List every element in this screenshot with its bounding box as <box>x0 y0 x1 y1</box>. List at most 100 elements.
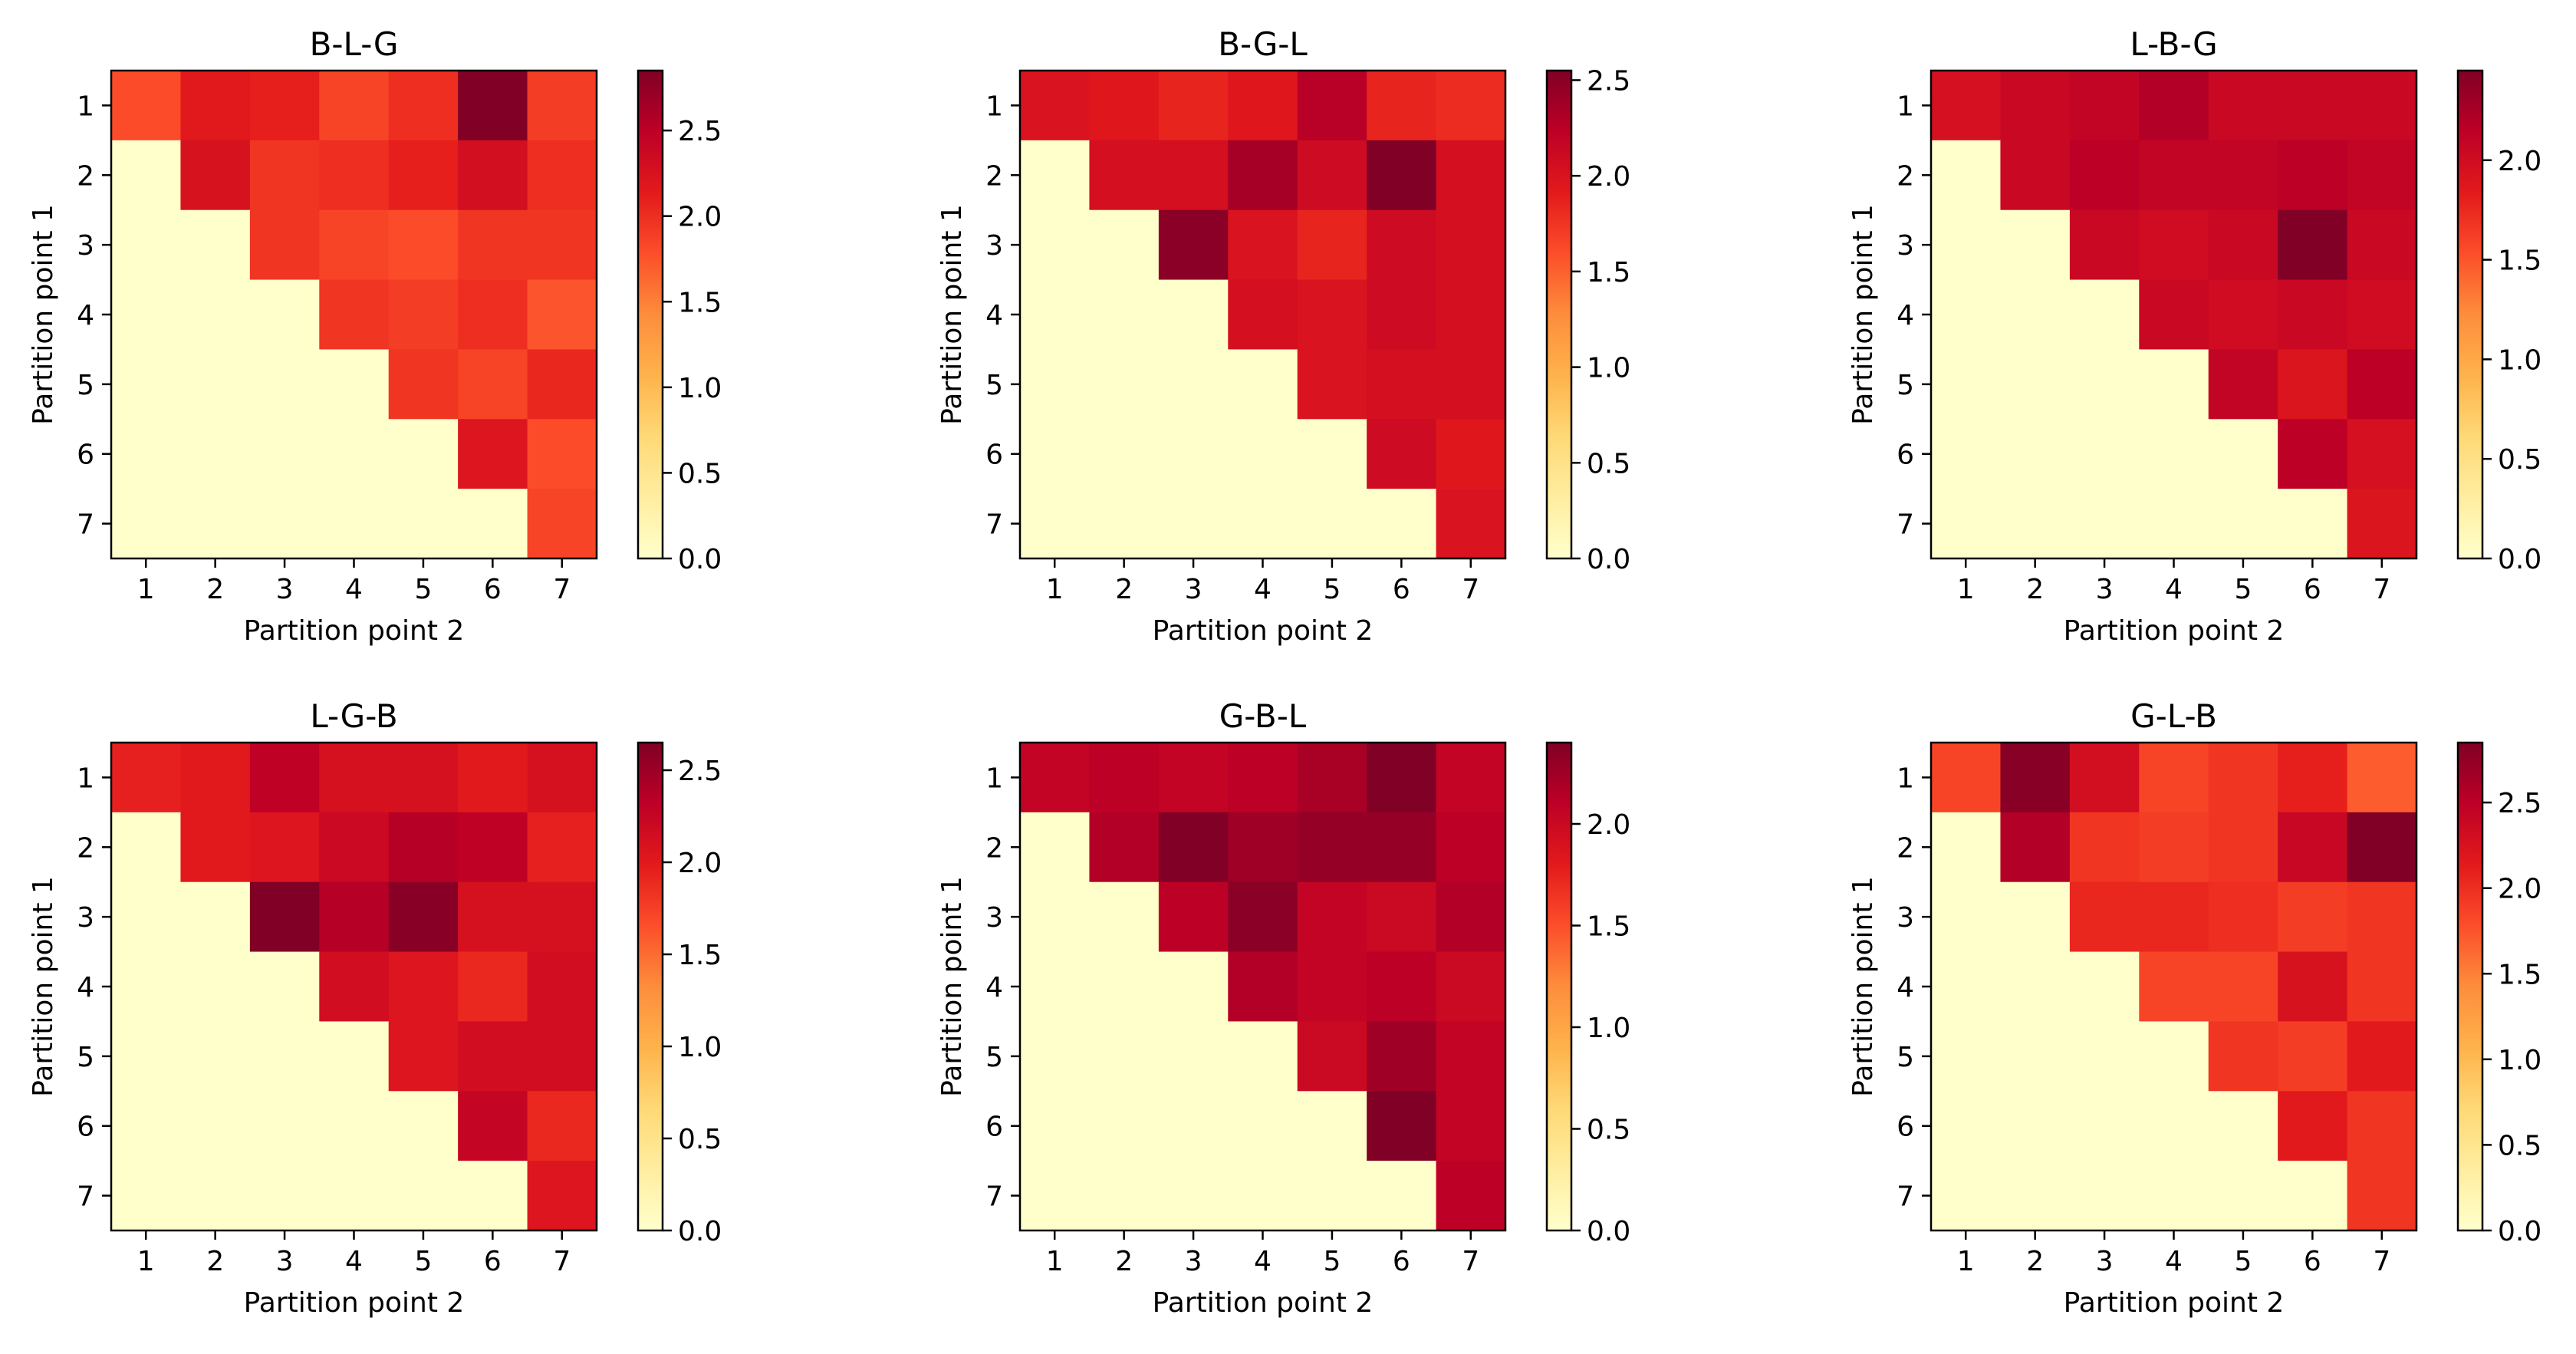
heatmap-cell-r3-c2 <box>2000 209 2071 281</box>
heatmap-cell-r6-c1 <box>1931 419 2002 489</box>
heatmap-cell-r6-c3 <box>249 1091 320 1161</box>
x-tick-label: 6 <box>2304 574 2321 605</box>
x-tick-label: 4 <box>345 1246 363 1277</box>
heatmap-cell-r6-c3 <box>1158 419 1229 489</box>
heatmap-cell-r3-c2 <box>1089 881 1160 953</box>
heatmap-cell-r5-c3 <box>2069 1021 2140 1092</box>
heatmap-cell-r1-c5 <box>2208 71 2278 141</box>
heatmap-cell-r7-c4 <box>1228 489 1298 559</box>
y-tick-label: 1 <box>985 91 1003 122</box>
heatmap-cell-r7-c1 <box>1020 1161 1091 1231</box>
heatmap-cell-r5-c6 <box>1367 349 1437 420</box>
colorbar-gradient <box>2458 71 2482 558</box>
heatmap-cell-r7-c3 <box>2069 489 2140 559</box>
x-tick-label: 1 <box>137 1246 155 1277</box>
x-axis-label: Partition point 2 <box>2064 1287 2285 1319</box>
heatmap-cell-r5-c1 <box>1020 349 1091 420</box>
x-tick-label: 4 <box>2165 1246 2183 1277</box>
heatmap-cell-r6-c1 <box>111 419 182 489</box>
heatmap-cell-r7-c6 <box>1367 1161 1437 1231</box>
heatmap-cell-r6-c2 <box>2000 1091 2071 1161</box>
colorbar-tick-label: 0.0 <box>2498 1216 2541 1247</box>
heatmap-cell-r3-c7 <box>527 209 597 281</box>
x-tick-label: 7 <box>2373 1246 2390 1277</box>
heatmap-cell-r3-c4 <box>2139 881 2209 953</box>
x-tick-label: 1 <box>1957 574 1975 605</box>
heatmap-cell-r6-c6 <box>1367 419 1437 489</box>
heatmap-cell-r2-c1 <box>111 812 182 883</box>
x-tick-label: 5 <box>414 574 432 605</box>
colorbar-tick-label: 2.0 <box>678 202 722 233</box>
heatmap-cell-r7-c2 <box>1089 1161 1160 1231</box>
x-tick-label: 3 <box>276 574 294 605</box>
heatmap-cell-r7-c6 <box>458 1161 528 1231</box>
heatmap-cell-r3-c6 <box>458 881 528 953</box>
heatmap-cell-r1-c5 <box>1297 743 1367 813</box>
heatmap-cell-r5-c4 <box>2139 349 2209 420</box>
heatmap-cell-r6-c3 <box>2069 419 2140 489</box>
heatmap-cell-r4-c6 <box>2278 951 2348 1023</box>
heatmap-cell-r4-c2 <box>2000 279 2071 351</box>
y-tick-label: 1 <box>77 91 94 122</box>
y-axis-label: Partition point 1 <box>936 876 968 1097</box>
heatmap-cell-r6-c3 <box>249 419 320 489</box>
heatmap-cell-r4-c4 <box>1228 279 1298 351</box>
heatmap-cell-r6-c4 <box>1228 1091 1298 1161</box>
colorbar: 0.0 0.5 1.0 1.5 2.0 2.5 <box>637 69 722 575</box>
heatmap-cell-r4-c2 <box>180 951 251 1023</box>
heatmap-cell-r2-c7 <box>2347 812 2417 883</box>
x-tick-label: 2 <box>206 574 224 605</box>
x-axis-label: Partition point 2 <box>244 615 465 647</box>
heatmap-cell-r2-c3 <box>249 812 320 883</box>
heatmap-cell-r7-c7 <box>2347 1161 2417 1231</box>
heatmap-cell-r3-c3 <box>2069 209 2140 281</box>
x-tick-label: 7 <box>1462 574 1479 605</box>
heatmap-cell-r4-c3 <box>1158 279 1229 351</box>
heatmap-cell-r1-c4 <box>1228 71 1298 141</box>
heatmap-cell-r6-c7 <box>1436 419 1506 489</box>
heatmap-cell-r5-c5 <box>2208 349 2278 420</box>
heatmap-cell-r6-c7 <box>527 1091 597 1161</box>
heatmap-cell-r6-c5 <box>1297 419 1367 489</box>
x-tick-label: 6 <box>484 1246 502 1277</box>
colorbar-frame <box>2456 741 2484 1232</box>
heatmap-cell-r4-c7 <box>527 279 597 351</box>
chart-title: L-B-G <box>2130 25 2217 63</box>
x-tick-label: 3 <box>1185 1246 1202 1277</box>
heatmap-cell-r4-c1 <box>1020 279 1091 351</box>
colorbar-tick-label: 2.0 <box>2498 146 2541 177</box>
heatmap-panel-B-L-G: B-L-G 1 2 3 4 5 6 7 1 2 3 4 5 6 7 Partition point 2 Part… <box>28 25 722 647</box>
heatmap-cell-r1-c4 <box>2139 71 2209 141</box>
heatmap-cell-r3-c7 <box>2347 209 2417 281</box>
heatmap-cell-r5-c6 <box>458 349 528 420</box>
heatmap-cell-r5-c2 <box>1089 349 1160 420</box>
heatmap-cell-r2-c3 <box>1158 140 1229 211</box>
heatmap-cell-r2-c6 <box>458 812 528 883</box>
heatmap-cells <box>1020 71 1506 559</box>
x-tick-label: 1 <box>1046 1246 1064 1277</box>
heatmap-cell-r3-c6 <box>1367 209 1437 281</box>
heatmap-cell-r4-c3 <box>2069 951 2140 1023</box>
heatmap-cell-r3-c7 <box>527 881 597 953</box>
heatmap-panel-G-B-L: G-B-L 1 2 3 4 5 6 7 1 2 3 4 5 6 7 Partition point 2 Part… <box>936 697 1630 1319</box>
heatmap-cell-r3-c3 <box>1158 209 1229 281</box>
heatmap-cell-r1-c1 <box>1931 743 2002 813</box>
colorbar-tick-label: 0.5 <box>678 458 722 489</box>
heatmap-cells <box>111 743 597 1231</box>
heatmap-cell-r1-c1 <box>111 71 182 141</box>
heatmap-cell-r7-c5 <box>2208 489 2278 559</box>
heatmap-cell-r3-c6 <box>1367 881 1437 953</box>
y-tick-label: 5 <box>1897 370 1914 401</box>
heatmap-cell-r6-c5 <box>388 419 459 489</box>
heatmap-cell-r3-c1 <box>111 209 182 281</box>
heatmap-cell-r3-c1 <box>111 881 182 953</box>
y-tick-label: 3 <box>985 230 1003 262</box>
heatmap-cell-r4-c5 <box>2208 951 2278 1023</box>
heatmap-cell-r3-c5 <box>388 209 459 281</box>
colorbar-tick-label: 0.0 <box>678 544 722 575</box>
x-tick-label: 2 <box>1115 1246 1133 1277</box>
x-tick-label: 6 <box>2304 1246 2321 1277</box>
y-tick-label: 2 <box>985 832 1003 864</box>
heatmap-cell-r5-c2 <box>1089 1021 1160 1092</box>
